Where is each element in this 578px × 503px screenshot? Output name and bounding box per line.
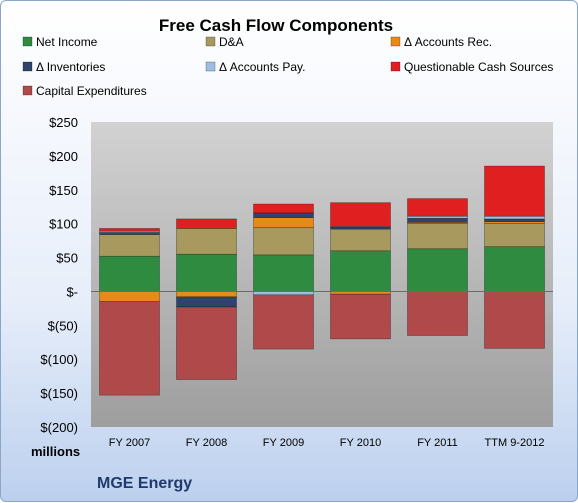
bar-segment <box>484 291 545 349</box>
legend-swatch <box>390 61 401 72</box>
bar-segment <box>99 255 160 292</box>
units-label: millions <box>31 444 80 459</box>
bar-segment <box>253 217 314 229</box>
bar-segment <box>176 296 237 308</box>
legend-label: Δ Inventories <box>36 60 105 74</box>
x-tick-label: FY 2010 <box>340 437 381 449</box>
bar-segment <box>407 223 468 250</box>
legend: Net Income D&A Δ Accounts Rec. Δ Inventorie… <box>22 35 553 98</box>
legend-swatch <box>22 61 33 72</box>
legend-label: Δ Accounts Rec. <box>404 35 492 49</box>
legend-swatch <box>205 61 216 72</box>
bar-segment <box>484 221 545 224</box>
bar-segment <box>99 232 160 235</box>
legend-swatch <box>390 36 401 47</box>
x-tick-label: FY 2007 <box>109 437 150 449</box>
plot-area <box>91 122 553 427</box>
x-tick-label: TTM 9-2012 <box>485 437 545 449</box>
bar-segment <box>253 212 314 218</box>
bar-segment <box>253 291 314 296</box>
bar-segment <box>330 250 391 292</box>
bar-segment <box>253 227 314 256</box>
bar-segment <box>484 165 545 217</box>
legend-label: Capital Expenditures <box>36 84 147 98</box>
bar-segment <box>99 291 160 302</box>
bar-segment <box>407 198 468 217</box>
bar-segment <box>99 228 160 232</box>
legend-swatch <box>205 36 216 47</box>
bar-segment <box>253 254 314 292</box>
bar-segment <box>176 253 237 292</box>
company-name: MGE Energy <box>97 475 192 492</box>
y-tick-label: $(200) <box>40 420 78 435</box>
bar-segment <box>407 217 468 223</box>
bar-segment <box>176 306 237 380</box>
bar-segment <box>407 248 468 292</box>
bar-segment <box>484 223 545 248</box>
bar-segment <box>484 215 545 220</box>
bar-segment <box>330 293 391 340</box>
bar-segment <box>176 228 237 255</box>
bar-segment <box>330 202 391 227</box>
bar-segment <box>484 218 545 222</box>
y-tick-label: $50 <box>56 251 78 266</box>
x-tick-label: FY 2011 <box>417 437 458 449</box>
bar-segment <box>176 218 237 229</box>
legend-swatch <box>22 85 33 96</box>
y-tick-label: $(50) <box>48 318 78 333</box>
chart-title: Free Cash Flow Components <box>159 16 393 35</box>
legend-label: D&A <box>219 35 244 49</box>
x-axis-ticks: FY 2007 FY 2008 FY 2009 FY 2010 FY 2011 TTM 9… <box>109 437 545 449</box>
legend-label: Net Income <box>36 35 98 49</box>
y-tick-label: $150 <box>49 183 78 198</box>
legend-swatch <box>22 36 33 47</box>
bar-segment <box>253 203 314 214</box>
y-axis-ticks: $250 $200 $150 $100 $50 $- $(50) $(100) $(150) $(… <box>40 115 78 435</box>
bar-segment <box>99 301 160 396</box>
bars <box>99 165 545 396</box>
bar-segment <box>407 215 468 219</box>
bar-segment <box>176 291 237 298</box>
y-tick-label: $- <box>66 284 78 299</box>
bar-segment <box>330 228 391 252</box>
bar-segment <box>253 294 314 350</box>
y-tick-label: $(150) <box>40 386 78 401</box>
y-tick-label: $250 <box>49 115 78 130</box>
y-tick-label: $(100) <box>40 352 78 367</box>
y-tick-label: $100 <box>49 217 78 232</box>
legend-label: Δ Accounts Pay. <box>219 60 306 74</box>
x-tick-label: FY 2008 <box>186 437 227 449</box>
x-tick-label: FY 2009 <box>263 437 304 449</box>
bar-segment <box>99 234 160 257</box>
bar-segment <box>330 226 391 230</box>
y-tick-label: $200 <box>49 149 78 164</box>
bar-segment <box>407 291 468 336</box>
bar-segment <box>484 246 545 292</box>
legend-label: Questionable Cash Sources <box>404 60 553 74</box>
